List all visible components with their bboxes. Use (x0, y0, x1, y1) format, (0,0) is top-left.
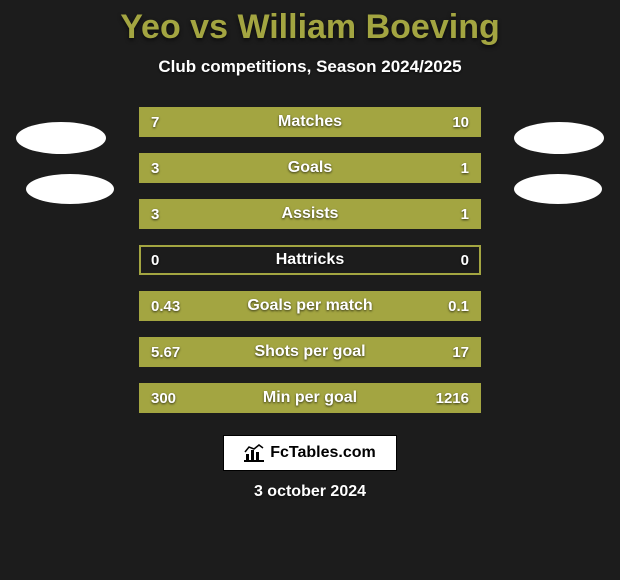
stat-value-right: 17 (452, 344, 469, 361)
stat-label: Matches (141, 113, 479, 131)
stat-value-right: 1216 (436, 390, 469, 407)
stat-row: 300 1216Min per goal (139, 383, 481, 413)
brand-box[interactable]: FcTables.com (223, 435, 397, 471)
stat-value-right: 0 (461, 252, 469, 269)
stat-value-left: 3 (151, 160, 159, 177)
stat-row: 3 1Goals (139, 153, 481, 183)
stat-value-right: 10 (452, 114, 469, 131)
stat-row: 3 1Assists (139, 199, 481, 229)
player-right-icon (514, 174, 602, 204)
stat-value-left: 0 (151, 252, 159, 269)
stat-value-right: 1 (461, 206, 469, 223)
brand-text: FcTables.com (270, 444, 376, 462)
player-left-icon (16, 122, 106, 154)
stat-row: 7 10Matches (139, 107, 481, 137)
stat-row: 0.43 0.1Goals per match (139, 291, 481, 321)
stat-value-right: 0.1 (448, 298, 469, 315)
stat-label: Goals (141, 159, 479, 177)
chart-icon (244, 444, 264, 462)
stat-row: 5.67 17Shots per goal (139, 337, 481, 367)
stat-value-left: 5.67 (151, 344, 180, 361)
stat-value-left: 0.43 (151, 298, 180, 315)
stat-label: Goals per match (141, 297, 479, 315)
player-left-icon (26, 174, 114, 204)
stat-label: Hattricks (141, 251, 479, 269)
player-right-icon (514, 122, 604, 154)
stat-value-left: 7 (151, 114, 159, 131)
stat-value-left: 3 (151, 206, 159, 223)
page-title: Yeo vs William Boeving (120, 8, 499, 47)
stat-row: 0 0Hattricks (139, 245, 481, 275)
stat-label: Min per goal (141, 389, 479, 407)
page-subtitle: Club competitions, Season 2024/2025 (158, 57, 461, 77)
stat-value-right: 1 (461, 160, 469, 177)
stat-label: Shots per goal (141, 343, 479, 361)
stat-value-left: 300 (151, 390, 176, 407)
stat-label: Assists (141, 205, 479, 223)
stats-barlist: 710Matches31Goals31Assists00Hattricks0.4… (139, 107, 481, 413)
date-text: 3 october 2024 (254, 483, 366, 501)
